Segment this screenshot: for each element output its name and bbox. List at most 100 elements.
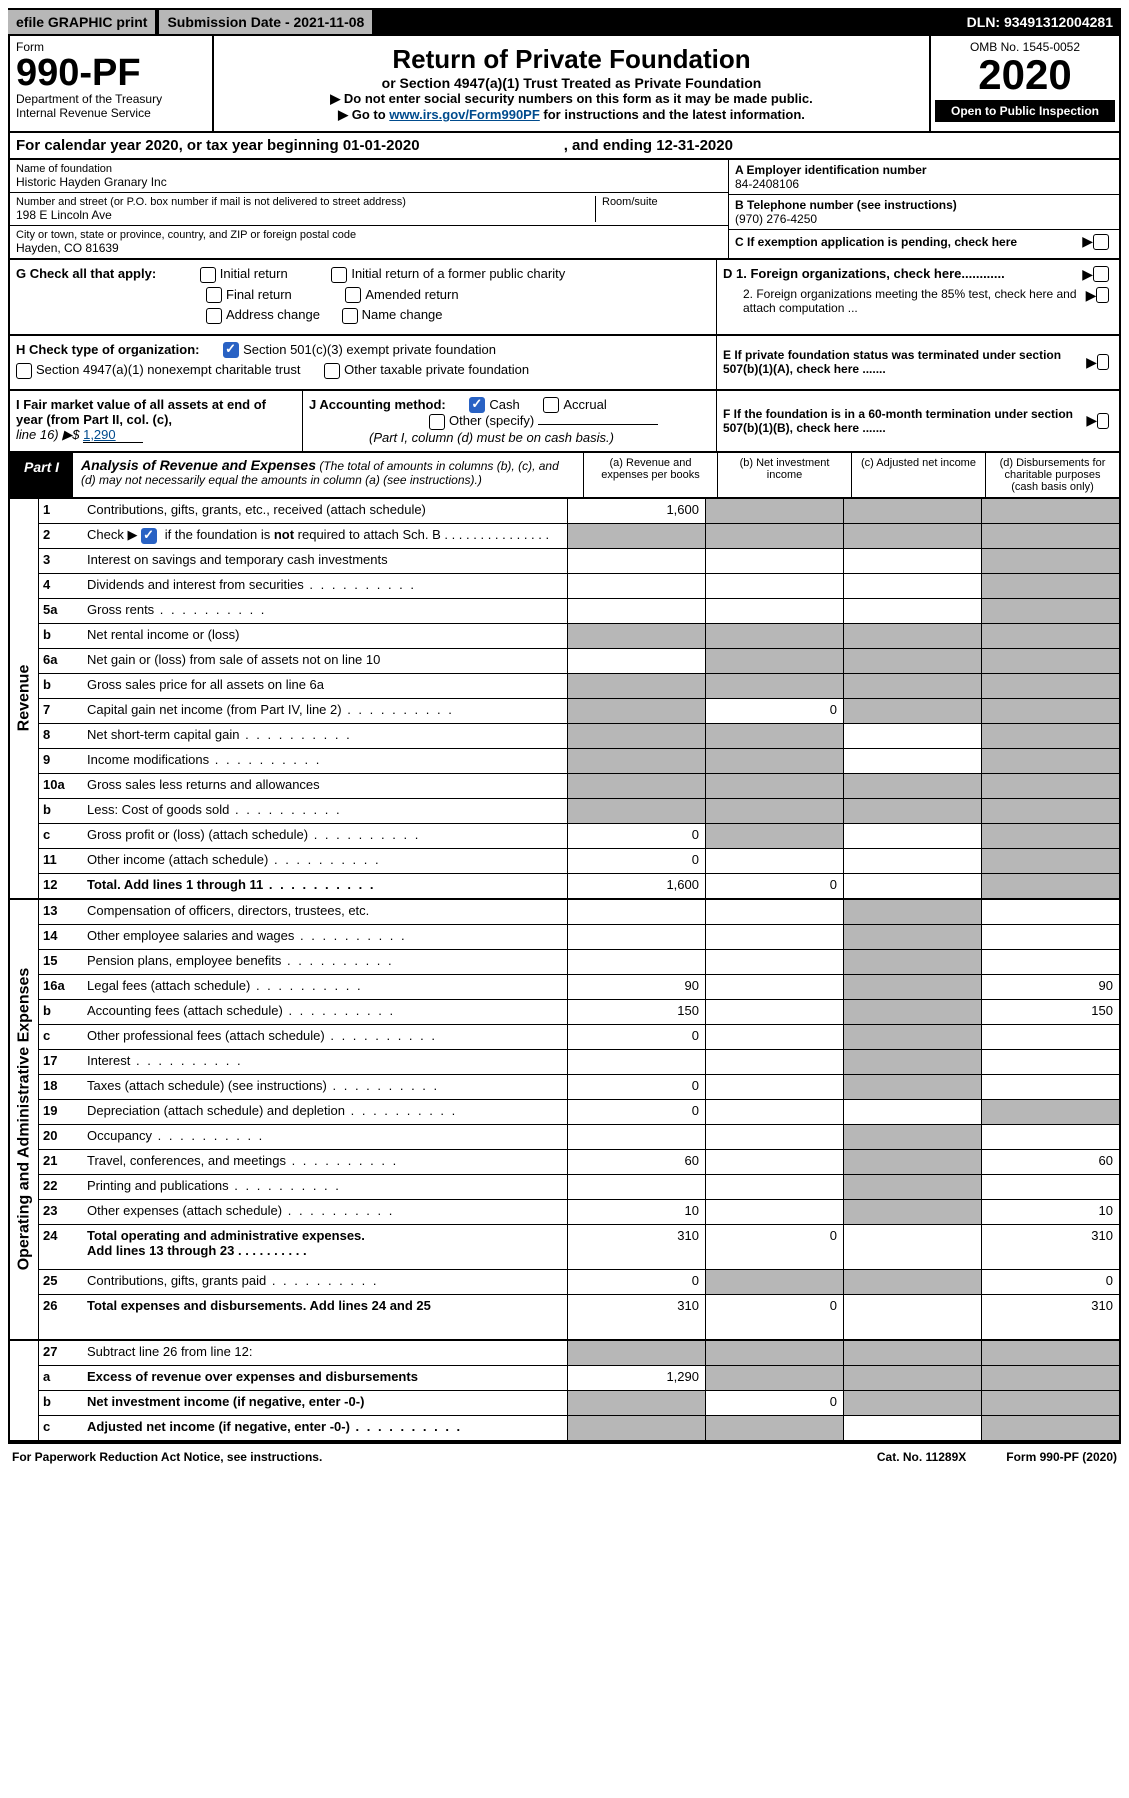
f-label: F If the foundation is in a 60-month ter… [723, 407, 1086, 435]
addr-label: Number and street (or P.O. box number if… [16, 196, 595, 208]
l10c-a: 0 [567, 824, 705, 848]
name-label: Name of foundation [16, 163, 722, 175]
l23-d: 10 [981, 1200, 1119, 1224]
entity-info: Name of foundation Historic Hayden Grana… [8, 160, 1121, 260]
accrual-checkbox[interactable] [543, 397, 559, 413]
ein-value: 84-2408106 [735, 177, 1113, 191]
i-label: I Fair market value of all assets at end… [16, 397, 296, 427]
l27b-b: 0 [705, 1391, 843, 1415]
final-return-checkbox[interactable] [206, 287, 222, 303]
l12-b: 0 [705, 874, 843, 898]
other-taxable-checkbox[interactable] [324, 363, 340, 379]
section-i-j-f: I Fair market value of all assets at end… [8, 391, 1121, 453]
l25-d: 0 [981, 1270, 1119, 1294]
exemption-pending-label: C If exemption application is pending, c… [735, 235, 1017, 249]
cash-checkbox[interactable] [469, 397, 485, 413]
note-1: ▶ Do not enter social security numbers o… [222, 91, 921, 107]
l16b-d: 150 [981, 1000, 1119, 1024]
city-value: Hayden, CO 81639 [16, 241, 722, 255]
d2-checkbox[interactable] [1096, 287, 1109, 303]
part-1-header: Part I Analysis of Revenue and Expenses … [8, 453, 1121, 499]
l16a-a: 90 [567, 975, 705, 999]
l1-a: 1,600 [567, 499, 705, 523]
expenses-side-label: Operating and Administrative Expenses [10, 900, 39, 1339]
phone-label: B Telephone number (see instructions) [735, 198, 1113, 212]
l21-a: 60 [567, 1150, 705, 1174]
form-header: Form 990-PF Department of the Treasury I… [8, 36, 1121, 133]
footer-mid: Cat. No. 11289X [877, 1450, 966, 1464]
l23-a: 10 [567, 1200, 705, 1224]
col-a-header: (a) Revenue and expenses per books [584, 453, 718, 497]
arrow-icon: ▶ [1082, 233, 1093, 250]
col-b-header: (b) Net investment income [718, 453, 852, 497]
l16a-d: 90 [981, 975, 1119, 999]
form-number: 990-PF [16, 54, 206, 92]
e-label: E If private foundation status was termi… [723, 348, 1086, 376]
calendar-year-row: For calendar year 2020, or tax year begi… [8, 133, 1121, 160]
section-h-e: H Check type of organization: Section 50… [8, 336, 1121, 391]
efile-label: efile GRAPHIC print [8, 10, 155, 34]
initial-former-checkbox[interactable] [331, 267, 347, 283]
l16c-a: 0 [567, 1025, 705, 1049]
part-1-label: Part I [10, 453, 73, 497]
l7-b: 0 [705, 699, 843, 723]
footer-left: For Paperwork Reduction Act Notice, see … [12, 1450, 322, 1464]
submission-date: Submission Date - 2021-11-08 [159, 10, 372, 34]
top-bar: efile GRAPHIC print Submission Date - 20… [8, 8, 1121, 36]
revenue-side-label: Revenue [10, 499, 39, 898]
l26-d: 310 [981, 1295, 1119, 1339]
section-g-d: G Check all that apply: Initial return I… [8, 260, 1121, 336]
revenue-section: Revenue 1Contributions, gifts, grants, e… [8, 499, 1121, 900]
f-checkbox[interactable] [1097, 413, 1109, 429]
room-label: Room/suite [602, 196, 722, 208]
page-footer: For Paperwork Reduction Act Notice, see … [8, 1442, 1121, 1470]
l24-b: 0 [705, 1225, 843, 1269]
l24-a: 310 [567, 1225, 705, 1269]
amended-return-checkbox[interactable] [345, 287, 361, 303]
col-d-header: (d) Disbursements for charitable purpose… [986, 453, 1119, 497]
ein-label: A Employer identification number [735, 163, 1113, 177]
form-title: Return of Private Foundation [222, 44, 921, 75]
part-1-title: Analysis of Revenue and Expenses [81, 457, 316, 473]
d1-label: D 1. Foreign organizations, check here..… [723, 266, 1005, 283]
l12-a: 1,600 [567, 874, 705, 898]
sch-b-checkbox[interactable] [141, 528, 157, 544]
h-label: H Check type of organization: [16, 342, 199, 357]
j-label: J Accounting method: [309, 397, 446, 412]
l27a-a: 1,290 [567, 1366, 705, 1390]
street-address: 198 E Lincoln Ave [16, 208, 595, 222]
fmv-value[interactable]: 1,290 [83, 427, 143, 443]
l26-a: 310 [567, 1295, 705, 1339]
l19-a: 0 [567, 1100, 705, 1124]
l21-d: 60 [981, 1150, 1119, 1174]
d1-checkbox[interactable] [1093, 266, 1109, 282]
foundation-name: Historic Hayden Granary Inc [16, 175, 722, 189]
l11-a: 0 [567, 849, 705, 873]
dept-label: Department of the Treasury [16, 92, 206, 106]
phone-value: (970) 276-4250 [735, 212, 1113, 226]
501c3-checkbox[interactable] [223, 342, 239, 358]
tax-year: 2020 [935, 54, 1115, 96]
other-method-checkbox[interactable] [429, 414, 445, 430]
col-c-header: (c) Adjusted net income [852, 453, 986, 497]
line-27-section: 27Subtract line 26 from line 12: aExcess… [8, 1341, 1121, 1442]
footer-right: Form 990-PF (2020) [1006, 1450, 1117, 1464]
4947-checkbox[interactable] [16, 363, 32, 379]
e-checkbox[interactable] [1097, 354, 1109, 370]
l16b-a: 150 [567, 1000, 705, 1024]
initial-return-checkbox[interactable] [200, 267, 216, 283]
city-label: City or town, state or province, country… [16, 229, 722, 241]
irs-label: Internal Revenue Service [16, 106, 206, 120]
name-change-checkbox[interactable] [342, 308, 358, 324]
open-to-public: Open to Public Inspection [935, 100, 1115, 122]
note-2: ▶ Go to www.irs.gov/Form990PF for instru… [222, 107, 921, 123]
irs-link[interactable]: www.irs.gov/Form990PF [389, 107, 540, 122]
exemption-checkbox[interactable] [1093, 234, 1109, 250]
form-subtitle: or Section 4947(a)(1) Trust Treated as P… [222, 75, 921, 91]
l25-a: 0 [567, 1270, 705, 1294]
l18-a: 0 [567, 1075, 705, 1099]
address-change-checkbox[interactable] [206, 308, 222, 324]
dln: DLN: 93491312004281 [967, 14, 1121, 30]
d2-label: 2. Foreign organizations meeting the 85%… [723, 287, 1086, 315]
l24-d: 310 [981, 1225, 1119, 1269]
